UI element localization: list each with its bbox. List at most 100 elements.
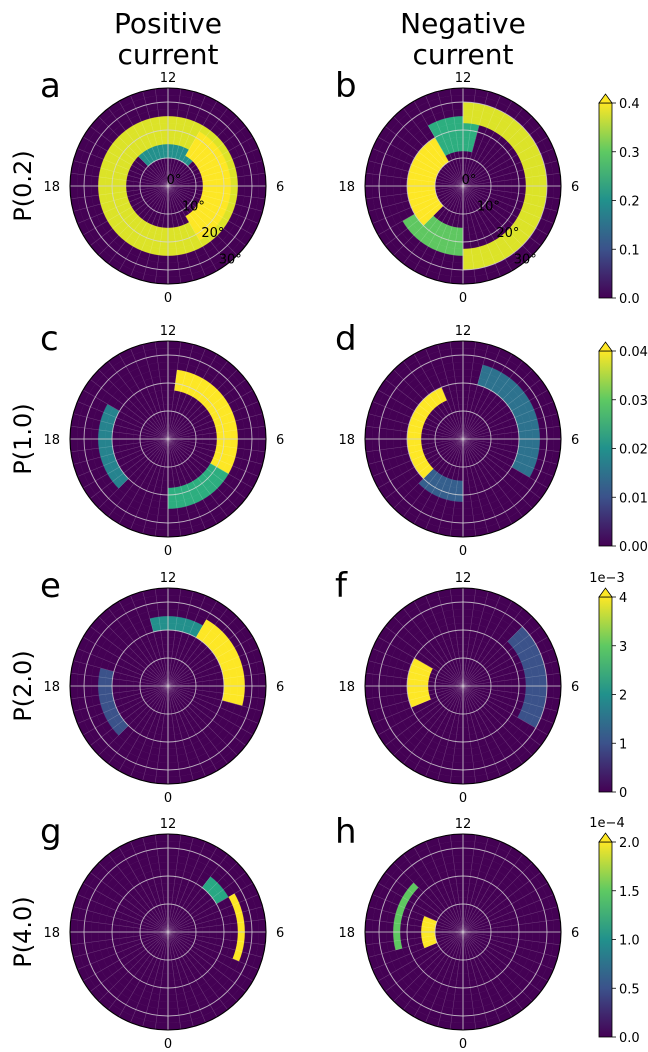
heat-cell bbox=[450, 269, 464, 278]
grid-spoke bbox=[372, 185, 464, 224]
heat-cell bbox=[104, 177, 113, 187]
heat-cell bbox=[511, 431, 520, 440]
heat-cell bbox=[237, 931, 246, 943]
heat-cell bbox=[450, 529, 464, 538]
heat-cell bbox=[156, 515, 169, 524]
heat-cell bbox=[251, 173, 260, 187]
heat-cell bbox=[167, 875, 176, 884]
heat-cell bbox=[518, 685, 527, 695]
heat-cell bbox=[453, 501, 464, 510]
heat-cell bbox=[159, 868, 169, 877]
grid-spoke bbox=[167, 126, 246, 187]
heat-cell bbox=[454, 122, 464, 131]
grid-spoke bbox=[154, 185, 169, 284]
heat-cell bbox=[111, 431, 120, 440]
panel-letter-f: f bbox=[335, 566, 348, 606]
heat-cell bbox=[462, 94, 476, 103]
column-title-2-line-2: current bbox=[412, 38, 513, 71]
heat-cell bbox=[216, 685, 225, 694]
mlt-label-0: 0 bbox=[164, 791, 172, 806]
heat-cell bbox=[83, 931, 92, 944]
heat-cell bbox=[532, 175, 541, 187]
heat-cell bbox=[156, 1008, 169, 1017]
heat-cell bbox=[462, 594, 476, 603]
heat-cell bbox=[518, 430, 527, 440]
heat-cell bbox=[167, 361, 179, 370]
heat-cell bbox=[452, 755, 464, 764]
heat-cell bbox=[539, 685, 548, 698]
heat-cell bbox=[156, 354, 169, 363]
heat-cell bbox=[539, 438, 548, 451]
grid-spoke bbox=[167, 95, 206, 187]
heat-cell bbox=[392, 676, 401, 687]
heat-cell bbox=[525, 685, 534, 696]
heat-cell bbox=[230, 922, 239, 933]
heat-cell bbox=[453, 615, 464, 624]
heat-cell bbox=[104, 931, 113, 941]
polar-outline bbox=[364, 87, 562, 285]
heat-cell bbox=[511, 185, 520, 194]
grid-spoke bbox=[462, 185, 558, 212]
grid-spoke bbox=[167, 185, 228, 264]
heat-cell bbox=[90, 428, 99, 440]
heat-cell bbox=[155, 587, 169, 596]
heat-cell bbox=[167, 515, 180, 524]
heat-cell bbox=[83, 185, 92, 198]
mlt-label-6: 6 bbox=[276, 433, 284, 448]
heat-cell bbox=[454, 494, 464, 503]
heat-cell bbox=[455, 734, 464, 743]
heat-cell bbox=[159, 987, 169, 996]
heat-cell bbox=[518, 185, 527, 195]
heat-cell bbox=[364, 673, 373, 687]
heat-cell bbox=[104, 685, 113, 695]
heat-cell bbox=[104, 923, 113, 933]
heat-cell bbox=[371, 185, 380, 199]
heat-cell bbox=[546, 426, 555, 440]
heat-cell bbox=[462, 529, 476, 538]
heat-cell bbox=[167, 629, 176, 638]
grid-spoke bbox=[425, 185, 464, 277]
heat-cell bbox=[167, 382, 176, 391]
row-label-3: P(2.0) bbox=[9, 650, 37, 721]
heat-cell bbox=[450, 94, 464, 103]
heat-cell bbox=[230, 176, 239, 187]
heat-cell bbox=[104, 185, 113, 195]
heat-cell bbox=[111, 931, 120, 940]
heat-cell bbox=[167, 1001, 179, 1010]
heat-cell bbox=[399, 185, 408, 195]
mlt-label-6: 6 bbox=[276, 680, 284, 695]
mlt-label-6: 6 bbox=[571, 433, 579, 448]
heat-cell bbox=[69, 685, 78, 699]
grid-spoke bbox=[167, 185, 266, 200]
heat-cell bbox=[157, 108, 169, 117]
heat-cell bbox=[167, 494, 177, 503]
heat-cell bbox=[167, 501, 178, 510]
grid-spoke bbox=[167, 185, 246, 246]
heat-cell bbox=[167, 255, 179, 264]
heat-cell bbox=[462, 129, 471, 138]
heat-cell bbox=[455, 487, 464, 496]
colat-label: 20° bbox=[201, 226, 224, 241]
heat-cell bbox=[385, 185, 394, 197]
heat-cell bbox=[158, 615, 169, 624]
grid-spoke bbox=[70, 172, 169, 187]
heat-cell bbox=[518, 177, 527, 187]
mlt-label-0: 0 bbox=[459, 291, 467, 306]
heat-cell bbox=[532, 685, 541, 697]
grid-spoke bbox=[462, 160, 558, 187]
grid-spoke bbox=[167, 185, 194, 281]
heat-cell bbox=[244, 438, 253, 451]
heat-cell bbox=[76, 426, 85, 440]
heat-cell bbox=[462, 122, 472, 131]
colat-label: 10° bbox=[182, 200, 205, 215]
mlt-label-12: 12 bbox=[455, 324, 472, 339]
heat-cell bbox=[462, 87, 476, 96]
heat-cell bbox=[462, 347, 476, 356]
heat-cell bbox=[392, 176, 401, 187]
heat-cell bbox=[462, 255, 474, 264]
heat-cell bbox=[83, 438, 92, 451]
grid-spoke bbox=[462, 185, 523, 264]
colat-label: 0° bbox=[462, 173, 477, 188]
colat-label: 30° bbox=[219, 253, 242, 268]
